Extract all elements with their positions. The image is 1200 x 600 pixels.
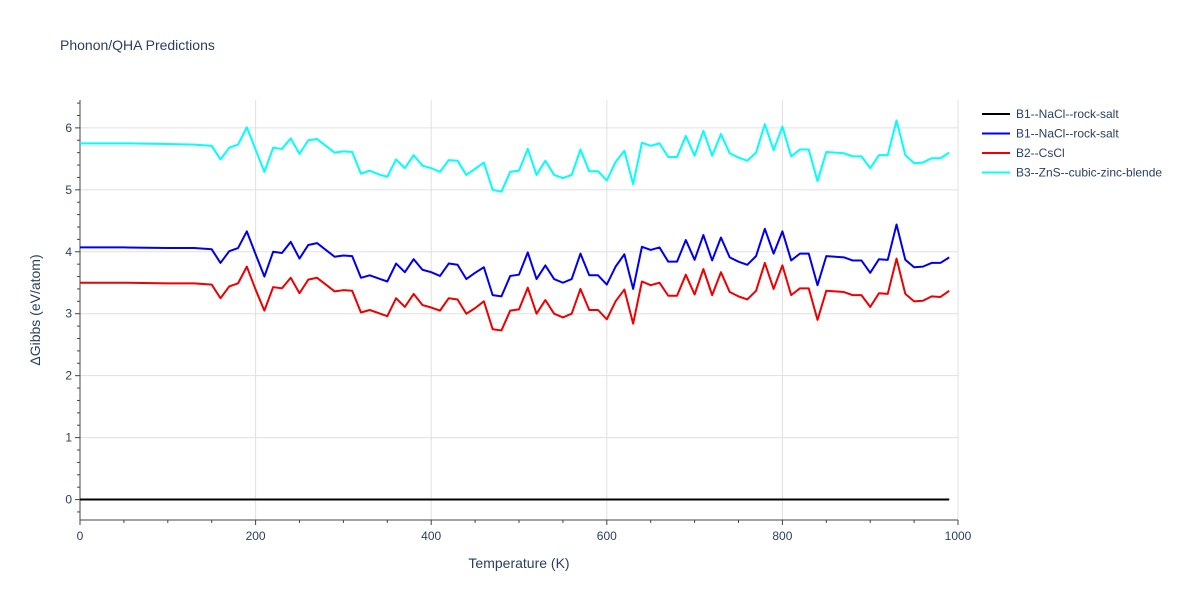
chart-title: Phonon/QHA Predictions [60, 37, 215, 53]
series-line-3 [80, 257, 950, 332]
y-tick-label: 3 [65, 307, 72, 321]
grid [80, 100, 959, 520]
x-tick-label: 200 [246, 529, 266, 543]
legend[interactable]: B1--NaCl--rock-salt B1--NaCl--rock-salt B2… [982, 107, 1162, 180]
legend-item-3[interactable]: B2--CsCl [982, 146, 1065, 160]
series-line-2 [80, 223, 950, 298]
legend-label: B3--ZnS--cubic-zinc-blende [1016, 166, 1162, 180]
y-tick-label: 5 [65, 183, 72, 197]
legend-label: B1--NaCl--rock-salt [1016, 107, 1119, 121]
x-tick-label: 600 [597, 529, 617, 543]
series-layer [80, 119, 950, 501]
x-tick-label: 0 [77, 529, 84, 543]
y-tick-label: 2 [65, 369, 72, 383]
series-line-4 [80, 119, 950, 193]
y-tick-label: 1 [65, 431, 72, 445]
x-tick-label: 400 [421, 529, 441, 543]
y-tick-label: 0 [65, 493, 72, 507]
y-tick-label: 6 [65, 121, 72, 135]
y-axis-title: ΔGibbs (eV/atom) [27, 254, 43, 365]
x-tick-label: 800 [772, 529, 792, 543]
x-axis-title: Temperature (K) [468, 555, 569, 571]
legend-item-1[interactable]: B1--NaCl--rock-salt [982, 107, 1119, 121]
legend-item-2[interactable]: B1--NaCl--rock-salt [982, 127, 1119, 141]
x-tick-label: 1000 [945, 529, 972, 543]
legend-label: B2--CsCl [1016, 146, 1065, 160]
y-tick-label: 4 [65, 245, 72, 259]
legend-item-4[interactable]: B3--ZnS--cubic-zinc-blende [982, 166, 1162, 180]
legend-label: B1--NaCl--rock-salt [1016, 127, 1119, 141]
axes: 0 200 400 600 800 1000 0 1 2 3 4 5 6 [65, 100, 972, 543]
